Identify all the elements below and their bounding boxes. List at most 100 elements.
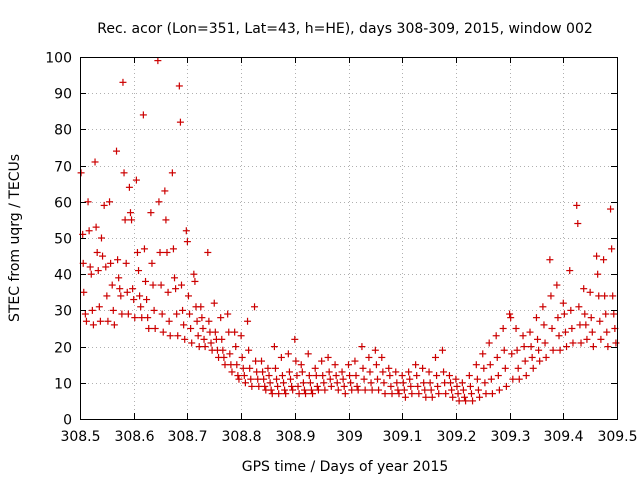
data-point	[155, 198, 163, 206]
data-point	[358, 343, 366, 351]
data-point	[240, 372, 248, 380]
data-point	[458, 379, 466, 387]
data-point	[246, 364, 254, 372]
data-point	[462, 397, 470, 405]
data-point	[401, 393, 409, 401]
data-point	[555, 332, 563, 340]
data-point	[89, 321, 97, 329]
data-point	[405, 368, 413, 376]
data-point	[235, 375, 243, 383]
data-point	[128, 216, 136, 224]
data-point	[453, 382, 461, 390]
data-point	[612, 339, 620, 347]
data-point	[514, 364, 522, 372]
data-point	[338, 368, 346, 376]
data-point	[326, 375, 334, 383]
data-point	[121, 216, 129, 224]
data-point	[302, 390, 310, 398]
y-tick-label: 100	[45, 51, 72, 67]
data-point	[163, 248, 171, 256]
data-point	[312, 372, 320, 380]
data-point	[465, 372, 473, 380]
data-point	[520, 343, 528, 351]
data-point	[368, 386, 376, 394]
data-point	[334, 386, 342, 394]
data-point	[195, 343, 203, 351]
data-point	[135, 267, 143, 275]
data-point	[232, 343, 240, 351]
data-point	[305, 372, 313, 380]
data-point	[252, 357, 260, 365]
data-point	[398, 372, 406, 380]
data-point	[460, 393, 468, 401]
data-point	[560, 310, 568, 318]
data-point	[512, 325, 520, 332]
data-point	[466, 382, 474, 390]
data-point	[93, 248, 101, 256]
y-tick-label: 40	[54, 268, 72, 284]
data-point	[238, 353, 246, 361]
data-point	[158, 310, 166, 318]
data-point	[260, 375, 268, 383]
y-tick-label: 70	[54, 160, 72, 176]
data-point	[408, 390, 416, 398]
data-point	[107, 259, 115, 267]
data-point	[156, 248, 164, 256]
data-point	[513, 346, 521, 354]
data-point	[114, 256, 122, 264]
data-point	[539, 303, 547, 311]
data-point	[575, 303, 583, 311]
data-point	[304, 350, 312, 358]
data-point	[142, 277, 150, 285]
data-point	[435, 390, 443, 398]
data-point	[600, 256, 608, 264]
data-point	[469, 397, 477, 405]
data-point	[144, 314, 152, 322]
data-point	[199, 325, 207, 332]
data-point	[287, 375, 295, 383]
data-point	[602, 310, 610, 318]
data-point	[280, 379, 288, 387]
data-point	[455, 397, 463, 405]
data-point	[587, 314, 595, 322]
data-point	[309, 390, 317, 398]
data-point	[527, 343, 535, 351]
data-point	[596, 317, 604, 325]
data-point	[184, 292, 192, 300]
data-point	[603, 328, 611, 336]
data-point	[122, 259, 130, 267]
data-point	[576, 321, 584, 329]
data-point	[182, 227, 190, 235]
data-point	[361, 386, 369, 394]
data-point	[501, 364, 509, 372]
data-point	[582, 321, 590, 329]
data-point	[341, 390, 349, 398]
data-point	[137, 303, 145, 311]
data-point	[549, 346, 557, 354]
chart-title: Rec. acor (Lon=351, Lat=43, h=HE), days …	[97, 21, 593, 37]
data-point	[253, 368, 261, 376]
data-point	[150, 306, 158, 314]
data-point	[211, 328, 219, 336]
data-point	[219, 346, 227, 354]
data-point	[500, 346, 508, 354]
data-point	[406, 375, 414, 383]
data-point	[187, 325, 195, 332]
data-point	[535, 346, 543, 354]
data-point	[320, 379, 328, 387]
data-point	[277, 353, 285, 361]
data-point	[561, 328, 569, 336]
data-point	[147, 209, 155, 217]
data-point	[319, 372, 327, 380]
data-point	[161, 187, 169, 195]
data-point	[292, 357, 300, 365]
data-point	[445, 372, 453, 380]
data-point	[251, 303, 259, 311]
data-point	[149, 281, 157, 289]
data-point	[126, 209, 134, 217]
data-point	[321, 386, 329, 394]
axis-ticks	[80, 57, 618, 420]
data-point	[131, 314, 139, 322]
data-point	[601, 292, 609, 300]
